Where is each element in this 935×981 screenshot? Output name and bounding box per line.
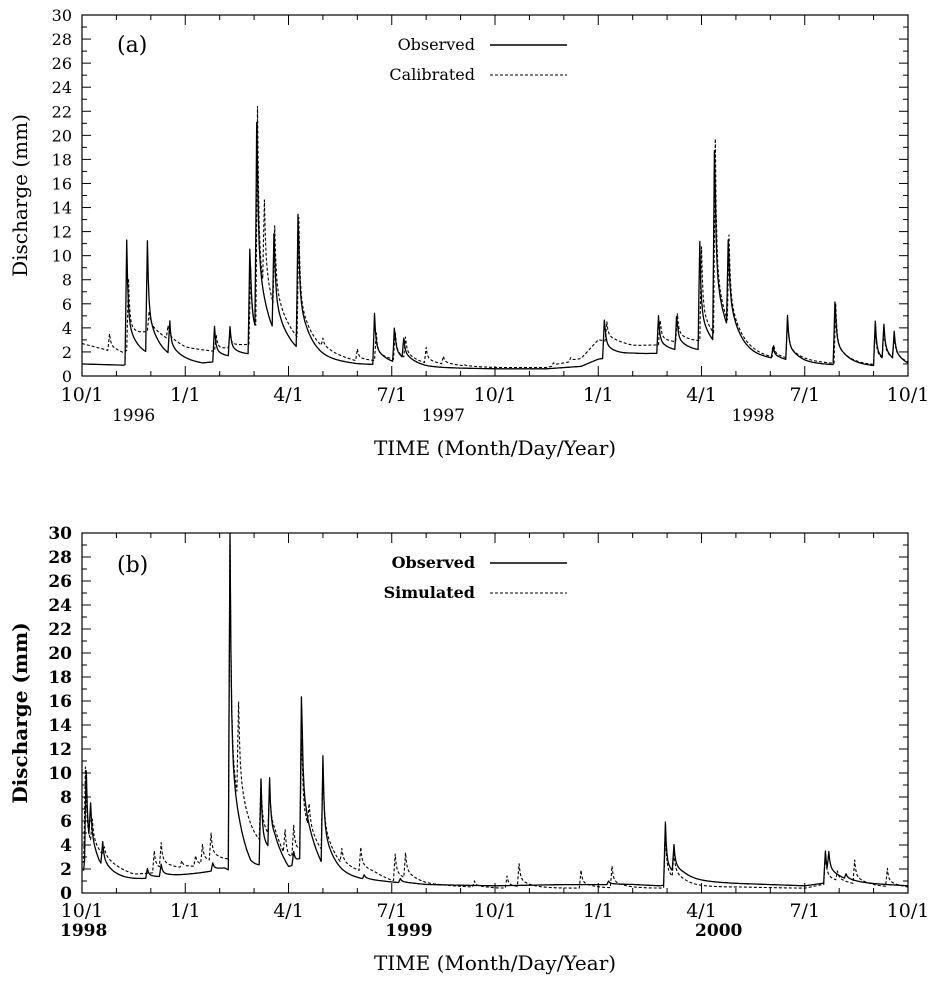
y-tick-label: 6 [60, 812, 72, 832]
y-tick-label: 4 [60, 836, 72, 856]
y-tick-label: 2 [62, 343, 72, 362]
y-tick-label: 18 [52, 150, 72, 169]
x-tick-label: 1/1 [583, 900, 614, 922]
y-tick-label: 8 [62, 271, 72, 290]
x-tick-label: 1/1 [583, 384, 614, 406]
x-tick-label: 10/1 [887, 900, 930, 922]
year-label: 1996 [112, 406, 155, 426]
panel-label: (b) [117, 553, 148, 578]
series-line-observed [82, 533, 908, 887]
y-tick-label: 10 [48, 764, 72, 784]
y-tick-label: 4 [62, 319, 72, 338]
x-tick-label: 4/1 [686, 900, 717, 922]
year-label: 1998 [60, 921, 107, 941]
y-tick-label: 20 [52, 126, 72, 145]
x-tick-label: 7/1 [376, 384, 407, 406]
x-tick-label: 10/1 [887, 384, 930, 406]
y-tick-label: 2 [60, 860, 72, 880]
y-tick-label: 20 [48, 644, 72, 664]
y-tick-label: 24 [48, 596, 72, 616]
y-axis-title: Discharge (mm) [8, 114, 32, 277]
y-tick-label: 14 [48, 716, 72, 736]
legend-label-observed: Observed [392, 553, 475, 572]
year-label: 1999 [385, 921, 432, 941]
y-tick-label: 0 [60, 884, 72, 904]
y-tick-label: 22 [52, 102, 72, 121]
y-tick-label: 28 [48, 548, 72, 568]
series-line-model [82, 105, 908, 369]
x-tick-label: 7/1 [376, 900, 407, 922]
x-tick-label: 4/1 [686, 384, 717, 406]
series-group [82, 533, 908, 889]
x-tick-label: 10/1 [61, 900, 104, 922]
y-tick-label: 28 [52, 30, 72, 49]
y-tick-label: 18 [48, 668, 72, 688]
y-tick-label: 30 [52, 6, 72, 25]
panel-label: (a) [117, 33, 147, 58]
legend-label-model: Simulated [384, 583, 475, 602]
series-line-observed [82, 121, 908, 370]
y-tick-label: 30 [48, 524, 72, 544]
x-tick-label: 10/1 [61, 384, 104, 406]
x-axis-title: TIME (Month/Day/Year) [374, 436, 616, 460]
year-label: 1997 [422, 406, 465, 426]
x-tick-label: 1/1 [170, 384, 201, 406]
x-tick-label: 4/1 [273, 900, 304, 922]
x-tick-label: 10/1 [474, 384, 517, 406]
legend-label-observed: Observed [398, 35, 475, 54]
y-tick-label: 14 [52, 199, 72, 218]
y-tick-label: 16 [48, 692, 72, 712]
y-tick-label: 0 [62, 367, 72, 386]
y-tick-label: 16 [52, 174, 72, 193]
year-label: 1998 [731, 406, 774, 426]
x-tick-label: 7/1 [789, 384, 820, 406]
x-tick-label: 7/1 [789, 900, 820, 922]
series-group [82, 105, 908, 370]
y-tick-label: 26 [48, 572, 72, 592]
y-axis-title: Discharge (mm) [8, 622, 32, 803]
series-line-model [82, 535, 908, 889]
y-tick-label: 24 [52, 78, 72, 97]
y-tick-label: 12 [48, 740, 72, 760]
y-tick-label: 8 [60, 788, 72, 808]
y-tick-label: 26 [52, 54, 72, 73]
x-axis-title: TIME (Month/Day/Year) [374, 951, 616, 975]
y-tick-label: 22 [48, 620, 72, 640]
y-tick-label: 12 [52, 223, 72, 242]
x-tick-label: 4/1 [273, 384, 304, 406]
x-tick-label: 1/1 [170, 900, 201, 922]
x-tick-label: 10/1 [474, 900, 517, 922]
year-label: 2000 [695, 921, 742, 941]
y-tick-label: 6 [62, 295, 72, 314]
y-tick-label: 10 [52, 247, 72, 266]
legend-label-model: Calibrated [389, 65, 475, 84]
